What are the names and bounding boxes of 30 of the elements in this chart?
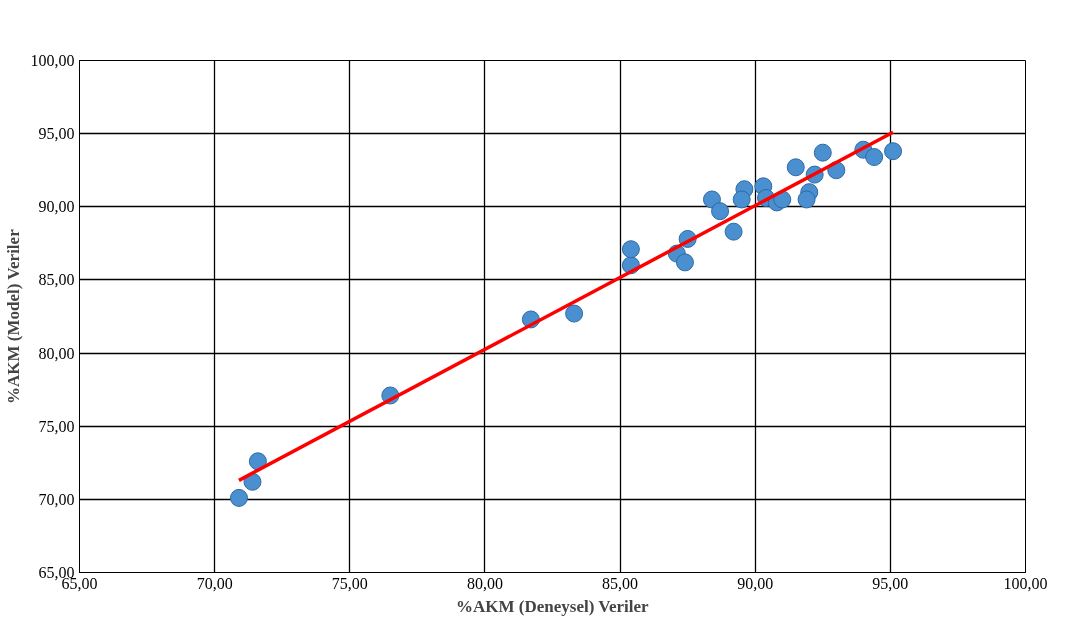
y-tick-label: 90,00 xyxy=(38,198,75,216)
x-tick-label: 85,00 xyxy=(602,574,639,592)
point xyxy=(675,253,694,272)
point xyxy=(865,148,884,167)
x-tick-label: 95,00 xyxy=(872,574,909,592)
x-tick-label: 100,00 xyxy=(1003,574,1048,592)
y-tick-label: 85,00 xyxy=(38,271,75,289)
point xyxy=(786,158,805,177)
x-tick-label: 90,00 xyxy=(737,574,774,592)
y-axis-title: %AKM (Model) Veriler xyxy=(3,228,23,404)
point xyxy=(702,190,721,209)
y-tick-label: 80,00 xyxy=(38,344,75,362)
x-axis-title: %AKM (Deneysel) Veriler xyxy=(456,596,650,616)
x-tick-label: 80,00 xyxy=(466,574,503,592)
point xyxy=(732,190,751,209)
y-tick-label: 100,00 xyxy=(30,52,75,69)
point xyxy=(797,190,816,209)
y-tick-label: 75,00 xyxy=(38,417,75,435)
point xyxy=(724,222,743,241)
point xyxy=(884,142,903,161)
point xyxy=(813,143,832,162)
y-tick-label: 70,00 xyxy=(38,490,75,508)
point xyxy=(248,452,267,471)
x-tick-label: 75,00 xyxy=(331,574,368,592)
point xyxy=(229,488,248,507)
point xyxy=(621,240,640,259)
x-tick-label: 70,00 xyxy=(196,574,233,592)
point xyxy=(565,304,584,323)
point xyxy=(711,202,730,221)
y-tick-label: 95,00 xyxy=(38,125,75,143)
